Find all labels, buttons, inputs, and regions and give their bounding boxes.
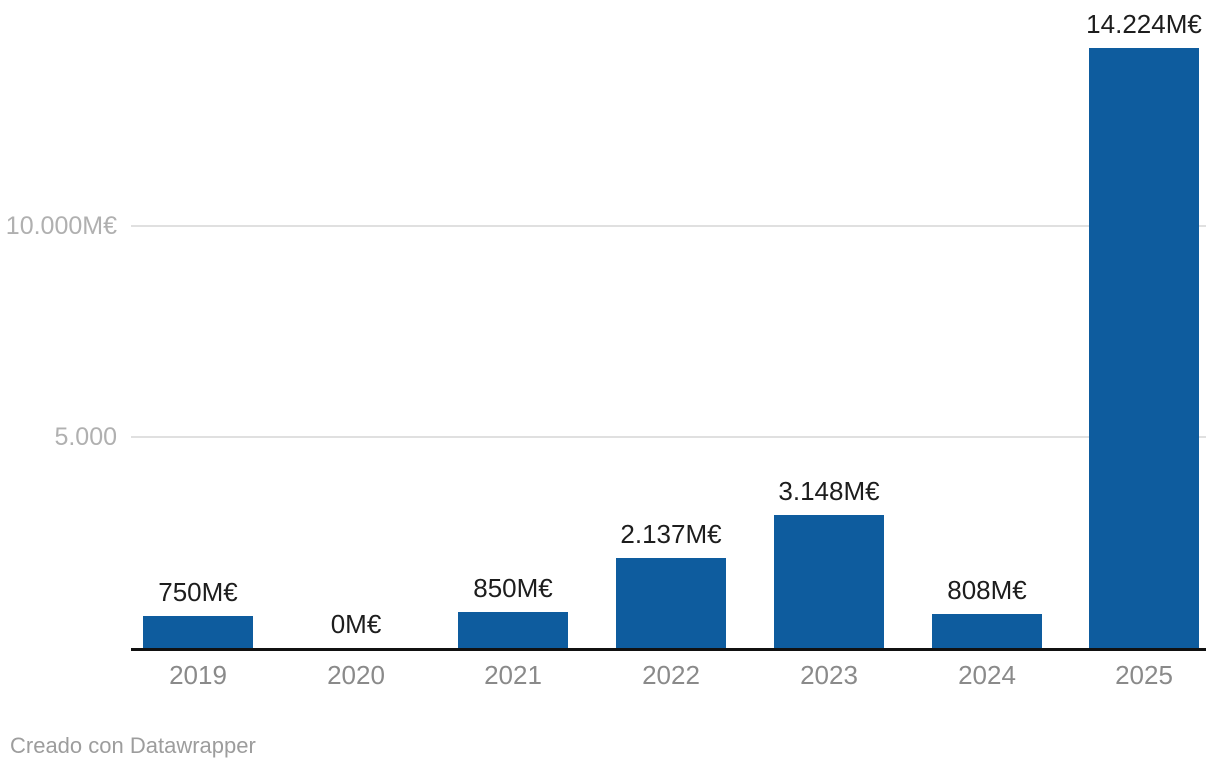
gridline-10000	[131, 225, 1206, 227]
bar-value-2022: 2.137M€	[620, 519, 722, 549]
x-axis-label-2023: 2023	[800, 660, 858, 690]
bar-value-2024: 808M€	[947, 575, 1027, 605]
datawrapper-credit-link[interactable]: Creado con Datawrapper	[10, 733, 256, 758]
x-axis-label-2019: 2019	[169, 660, 227, 690]
bar-2021	[458, 612, 568, 648]
gridline-5000	[131, 436, 1206, 438]
x-axis-label-2022: 2022	[642, 660, 700, 690]
bar-value-2019: 750M€	[158, 577, 238, 607]
x-axis-label-2020: 2020	[327, 660, 385, 690]
bar-value-2021: 850M€	[473, 573, 553, 603]
bar-value-2020: 0M€	[330, 609, 382, 639]
x-axis-label-2025: 2025	[1115, 660, 1173, 690]
x-axis-label-2024: 2024	[958, 660, 1016, 690]
x-axis-label-2021: 2021	[484, 660, 542, 690]
bar-value-2023: 3.148M€	[778, 476, 880, 506]
x-axis-line	[131, 648, 1206, 651]
bar-2022	[616, 558, 726, 648]
bar-2025	[1089, 48, 1199, 648]
bar-2019	[143, 616, 253, 648]
bar-2024	[932, 614, 1042, 648]
bar-value-2025: 14.224M€	[1086, 9, 1202, 39]
y-axis-tick-5000: 5.000	[54, 423, 117, 451]
bar-2023	[774, 515, 884, 648]
y-axis-tick-10000: 10.000M€	[5, 212, 117, 240]
